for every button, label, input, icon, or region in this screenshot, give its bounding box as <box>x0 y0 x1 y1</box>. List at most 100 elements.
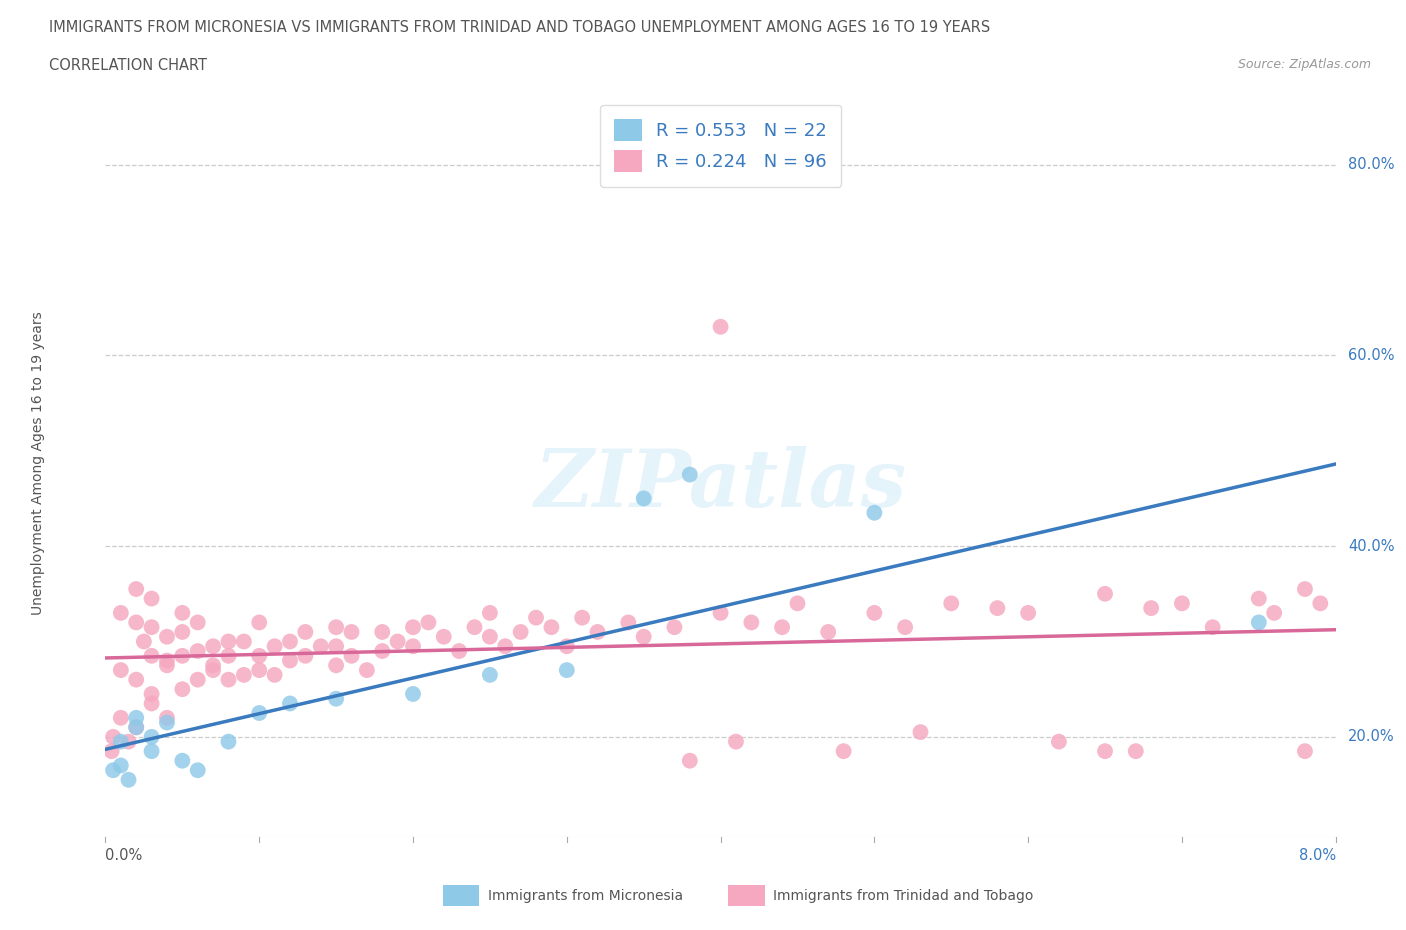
Point <box>110 711 132 725</box>
Point <box>141 591 163 606</box>
Point <box>110 734 132 749</box>
Point <box>402 686 425 701</box>
Point <box>817 625 839 640</box>
Point <box>125 711 148 725</box>
Point <box>449 644 471 658</box>
Point <box>309 639 332 654</box>
Point <box>1263 605 1285 620</box>
Point <box>125 720 148 735</box>
Point <box>101 729 124 744</box>
Point <box>770 619 793 634</box>
Point <box>478 605 501 620</box>
Point <box>340 625 363 640</box>
Point <box>263 668 285 683</box>
Point <box>187 615 209 630</box>
Point <box>218 734 240 749</box>
Point <box>571 610 593 625</box>
Point <box>1201 619 1223 634</box>
Point <box>172 605 194 620</box>
Point <box>356 663 378 678</box>
Point <box>1309 596 1331 611</box>
Text: 60.0%: 60.0% <box>1348 348 1395 363</box>
Point <box>218 634 240 649</box>
Point <box>156 630 179 644</box>
Point <box>232 668 254 683</box>
FancyBboxPatch shape <box>728 885 765 906</box>
Point <box>141 744 163 759</box>
Point <box>371 625 394 640</box>
Point <box>117 772 139 787</box>
Point <box>540 619 562 634</box>
Point <box>141 619 163 634</box>
Point <box>125 615 148 630</box>
Point <box>141 648 163 663</box>
Point <box>101 763 124 777</box>
Point <box>125 581 148 596</box>
Point <box>679 753 702 768</box>
Point <box>232 634 254 649</box>
Point <box>1094 587 1116 602</box>
Point <box>617 615 640 630</box>
Point <box>910 724 932 739</box>
Text: CORRELATION CHART: CORRELATION CHART <box>49 58 207 73</box>
Point <box>125 720 148 735</box>
Point <box>433 630 456 644</box>
Point <box>786 596 808 611</box>
Point <box>894 619 917 634</box>
Point <box>941 596 963 611</box>
Point <box>986 601 1008 616</box>
Point <box>218 672 240 687</box>
Text: Immigrants from Micronesia: Immigrants from Micronesia <box>488 888 683 903</box>
Point <box>172 682 194 697</box>
Text: Unemployment Among Ages 16 to 19 years: Unemployment Among Ages 16 to 19 years <box>31 311 45 615</box>
Text: Source: ZipAtlas.com: Source: ZipAtlas.com <box>1237 58 1371 71</box>
Point <box>710 319 733 334</box>
Point <box>1247 615 1270 630</box>
Legend: R = 0.553   N = 22, R = 0.224   N = 96: R = 0.553 N = 22, R = 0.224 N = 96 <box>600 105 841 187</box>
Point <box>141 696 163 711</box>
Point <box>325 639 347 654</box>
Point <box>172 625 194 640</box>
Point <box>156 658 179 672</box>
Point <box>478 630 501 644</box>
Point <box>187 763 209 777</box>
Point <box>740 615 762 630</box>
Point <box>172 753 194 768</box>
Point <box>218 648 240 663</box>
Point <box>509 625 531 640</box>
Point <box>555 663 578 678</box>
Point <box>156 711 179 725</box>
Text: 20.0%: 20.0% <box>1348 729 1395 744</box>
Text: Immigrants from Trinidad and Tobago: Immigrants from Trinidad and Tobago <box>773 888 1033 903</box>
Point <box>247 648 270 663</box>
Point <box>278 634 301 649</box>
Point <box>1294 744 1316 759</box>
Point <box>278 653 301 668</box>
Point <box>294 625 316 640</box>
Point <box>110 605 132 620</box>
Text: 0.0%: 0.0% <box>105 848 142 863</box>
Point <box>141 686 163 701</box>
Point <box>402 639 425 654</box>
Point <box>247 663 270 678</box>
Point <box>478 668 501 683</box>
Point <box>132 634 155 649</box>
FancyBboxPatch shape <box>443 885 479 906</box>
Point <box>402 619 425 634</box>
Point <box>263 639 285 654</box>
Point <box>187 672 209 687</box>
Point <box>247 615 270 630</box>
Point <box>464 619 486 634</box>
Point <box>156 715 179 730</box>
Text: 8.0%: 8.0% <box>1299 848 1336 863</box>
Point <box>724 734 747 749</box>
Point <box>117 734 139 749</box>
Point <box>633 491 655 506</box>
Point <box>187 644 209 658</box>
Text: 40.0%: 40.0% <box>1348 538 1395 553</box>
Point <box>1171 596 1194 611</box>
Text: 80.0%: 80.0% <box>1348 157 1395 172</box>
Point <box>586 625 609 640</box>
Point <box>125 672 148 687</box>
Point <box>202 658 225 672</box>
